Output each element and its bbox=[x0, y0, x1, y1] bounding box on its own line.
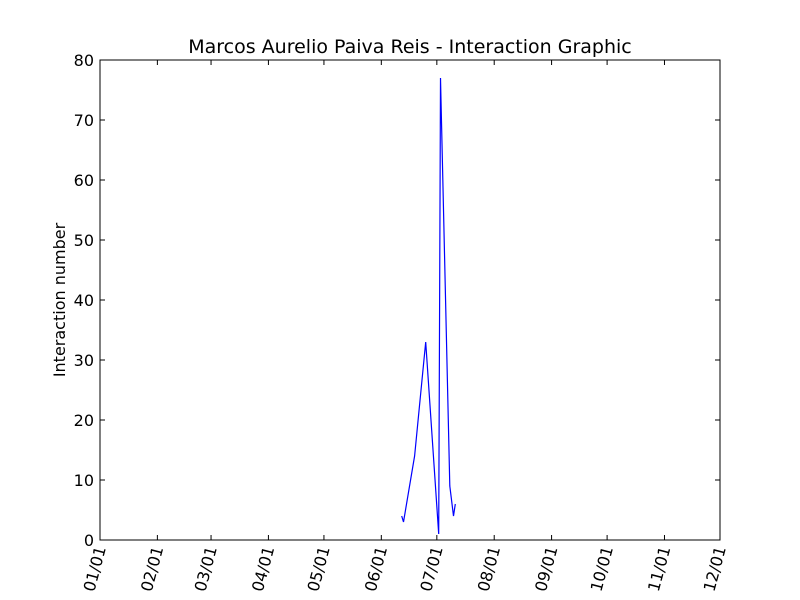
y-tick-label: 50 bbox=[74, 231, 94, 250]
y-tick-label: 10 bbox=[74, 471, 94, 490]
x-tick-label: 05/01 bbox=[304, 544, 334, 593]
x-tick-label: 09/01 bbox=[531, 544, 561, 593]
y-tick-label: 30 bbox=[74, 351, 94, 370]
y-tick-label: 40 bbox=[74, 291, 94, 310]
x-tick-label: 02/01 bbox=[137, 544, 167, 593]
series-line bbox=[401, 77, 456, 535]
x-tick-label: 10/01 bbox=[587, 544, 617, 593]
y-tick-label: 70 bbox=[74, 111, 94, 130]
x-tick-label: 03/01 bbox=[191, 544, 221, 593]
plot-frame bbox=[99, 59, 721, 541]
y-ticks: 0 10 20 30 40 50 60 70 80 bbox=[74, 51, 720, 550]
x-tick-label: 01/01 bbox=[80, 544, 110, 593]
y-tick-label: 20 bbox=[74, 411, 94, 430]
y-tick-label: 80 bbox=[74, 51, 94, 70]
x-tick-label: 04/01 bbox=[248, 544, 278, 593]
x-tick-label: 08/01 bbox=[474, 544, 504, 593]
chart-title: Marcos Aurelio Paiva Reis - Interaction … bbox=[188, 36, 632, 58]
x-tick-label: 06/01 bbox=[361, 544, 391, 593]
x-tick-label: 12/01 bbox=[700, 544, 730, 593]
y-axis-label: Interaction number bbox=[50, 222, 69, 377]
x-tick-label: 07/01 bbox=[416, 544, 446, 593]
x-tick-label: 11/01 bbox=[644, 544, 674, 593]
y-tick-label: 0 bbox=[84, 531, 94, 550]
y-tick-label: 60 bbox=[74, 171, 94, 190]
